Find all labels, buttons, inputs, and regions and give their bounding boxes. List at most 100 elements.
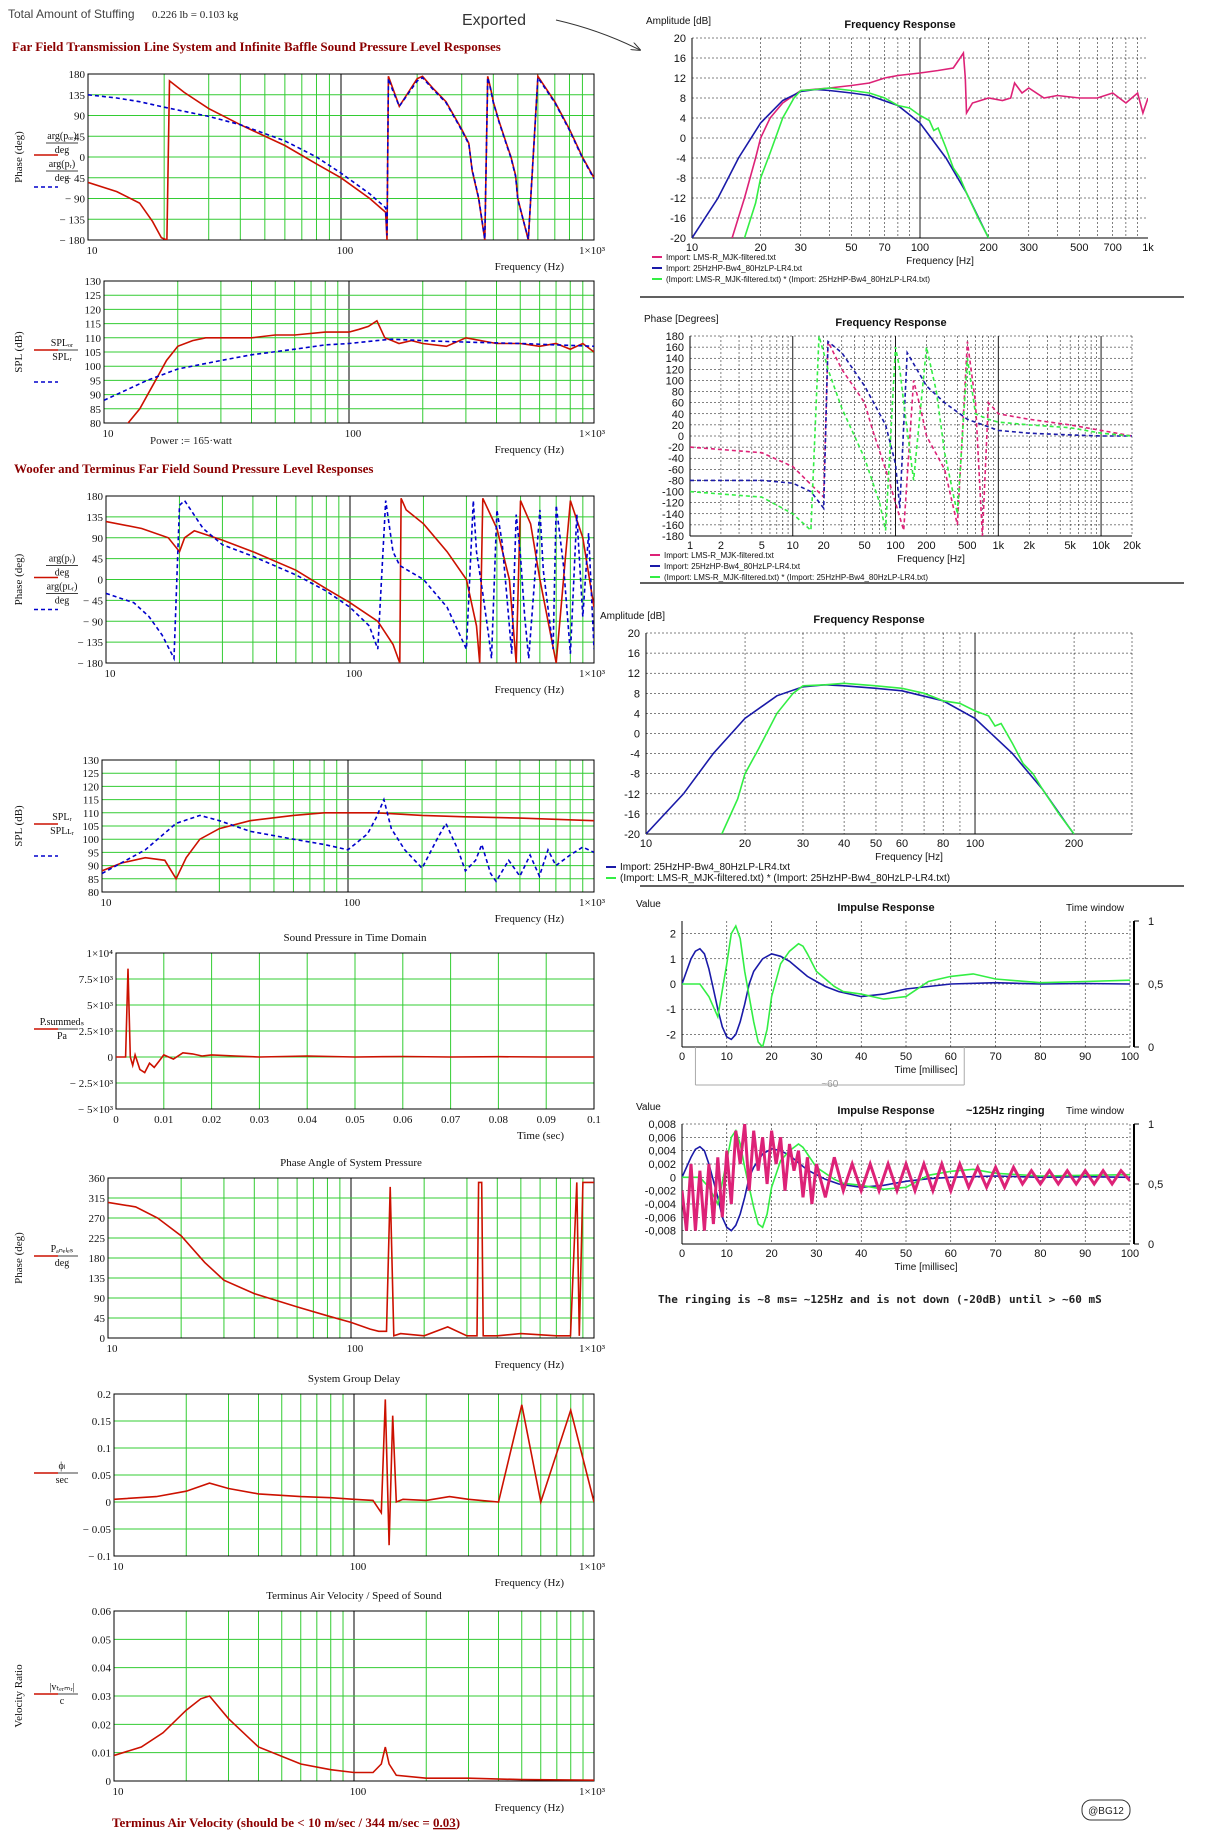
- y2-axis-label: Time window: [1066, 903, 1125, 914]
- legend-entry: (Import: LMS-R_MJK-filtered.txt) * (Impo…: [620, 873, 950, 884]
- chart-L4-series-0: [102, 811, 594, 881]
- x-tick-label: 80: [937, 838, 949, 850]
- y-tick-label: 20: [674, 33, 686, 45]
- chart-L1: − 180 − 135 − 90 − 45 0 45 90 135 180 10 100 1×10³ F…: [13, 69, 606, 273]
- plot-frame: [87, 73, 595, 241]
- plot-frame: [107, 1177, 595, 1339]
- x-tick-label: 10: [101, 897, 113, 909]
- x-tick-label: 1×10³: [579, 1343, 606, 1355]
- chart-L6: 0 45 90 135 180 225 270 315 360 10 100 1×10³ Frequen…: [13, 1157, 606, 1371]
- chart-R5-series-0: [682, 1145, 1130, 1232]
- y-tick-label: -120: [662, 498, 684, 510]
- y-tick-label: -180: [662, 531, 684, 543]
- y-tick-label: 80: [88, 887, 100, 899]
- y-tick-label: 0.15: [92, 1416, 112, 1428]
- y-tick-label: -60: [668, 464, 684, 476]
- y-tick-label: 105: [83, 821, 100, 833]
- plot-frame: [115, 952, 595, 1110]
- chart-L4-series-1: [102, 797, 594, 883]
- x-tick-label: 1×10³: [579, 245, 606, 257]
- y-tick-label: -20: [668, 442, 684, 454]
- chart-L2: 80 85 90 95 100 105 110 115 120 125 130 10 100 1×10³ F…: [13, 276, 606, 456]
- y-tick-label: 0.02: [92, 1719, 111, 1731]
- plot-frame: [113, 1393, 595, 1557]
- x-tick-label: 20: [765, 1051, 777, 1063]
- y-tick-label: 0: [106, 1497, 112, 1509]
- x-tick-label: 0.02: [202, 1114, 221, 1126]
- y-tick-label: 0.03: [92, 1691, 112, 1703]
- y2-tick-label: 1: [1148, 916, 1154, 928]
- x-tick-label: 30: [795, 242, 807, 254]
- x-tick-label: 40: [855, 1248, 867, 1260]
- x-tick-label: 10: [105, 668, 117, 680]
- x-tick-label: 500: [1070, 242, 1088, 254]
- chart-title: Sound Pressure in Time Domain: [283, 932, 427, 944]
- y-tick-label: 110: [83, 808, 100, 820]
- stuffing-value: 0.226 lb = 0.103 kg: [152, 9, 239, 21]
- x-tick-label: 2k: [1023, 540, 1035, 552]
- x-tick-label: 200: [917, 540, 935, 552]
- x-tick-label: 10: [87, 245, 99, 257]
- chart-R3: -20 -16 -12 -8 -4 0 4 8 12 16 20 10 20 30 40 50 60 80 100 2…: [600, 611, 1133, 884]
- y-tick-label: 40: [672, 409, 684, 421]
- chart-L1-series-1: [88, 75, 594, 240]
- y-tick-label: -100: [662, 487, 684, 499]
- y-tick-label: − 90: [65, 194, 85, 206]
- x-tick-label: 30: [797, 838, 809, 850]
- stuffing-label: Total Amount of Stuffing: [8, 7, 135, 21]
- x-tick-label: 10: [787, 540, 799, 552]
- y-tick-label: − 2.5×10³: [70, 1078, 114, 1090]
- chart-L3-series-1: [106, 499, 594, 662]
- y-tick-label: -140: [662, 509, 684, 521]
- x-axis-label: Frequency (Hz): [495, 1577, 565, 1589]
- badge-frame: [1081, 1799, 1131, 1821]
- y-tick-label: 1×10⁴: [86, 948, 113, 960]
- y-tick-label: 125: [83, 768, 100, 780]
- y-tick-label: − 0.05: [83, 1524, 112, 1536]
- x-tick-label: 60: [896, 838, 908, 850]
- chart-L5: − 5×10³ − 2.5×10³ 0 2.5×10³ 5×10³ 7.5×10³ 1×10…: [34, 932, 601, 1142]
- x-axis-label: Frequency [Hz]: [875, 852, 943, 863]
- y-axis-label: Phase (deg): [13, 131, 25, 183]
- x-tick-label: 5k: [1064, 540, 1076, 552]
- y-tick-label: 315: [89, 1193, 106, 1205]
- y-tick-label: 12: [628, 668, 640, 680]
- y-tick-label: -2: [666, 1029, 676, 1041]
- x-tick-label: 100: [350, 1786, 367, 1798]
- x-tick-label: 70: [989, 1051, 1001, 1063]
- terminus-note-suffix: ): [456, 1815, 460, 1830]
- y2-axis-label: Time window: [1066, 1106, 1125, 1117]
- y-tick-label: 12: [674, 73, 686, 85]
- x-axis-label: Frequency (Hz): [495, 1359, 565, 1371]
- x-tick-label: 70: [989, 1248, 1001, 1260]
- ringing-caption: The ringing is ~8 ms= ~125Hz and is not …: [658, 1293, 1102, 1306]
- y-tick-label: 360: [89, 1173, 106, 1185]
- chart-L8-series-0: [114, 1695, 594, 1781]
- y-tick-label: 135: [89, 1273, 106, 1285]
- y-tick-label: -0,002: [645, 1186, 676, 1198]
- x-tick-label: 700: [1104, 242, 1122, 254]
- y-tick-label: 0,004: [648, 1146, 676, 1158]
- x-tick-label: 100: [966, 838, 984, 850]
- y-tick-label: 80: [90, 418, 102, 430]
- legend-entry: (Import: LMS-R_MJK-filtered.txt) * (Impo…: [666, 275, 930, 284]
- x-axis-label: Frequency (Hz): [495, 261, 565, 273]
- x-tick-label: 30: [810, 1248, 822, 1260]
- y-tick-label: 16: [674, 53, 686, 65]
- x-tick-label: 90: [1079, 1051, 1091, 1063]
- y-tick-label: 90: [88, 861, 100, 873]
- y-axis-label: Velocity Ratio: [13, 1664, 25, 1728]
- y-tick-label: 95: [88, 847, 100, 859]
- x-tick-label: 50: [900, 1051, 912, 1063]
- legend-entry: (Import: LMS-R_MJK-filtered.txt) * (Impo…: [664, 573, 928, 582]
- y-tick-label: 0.06: [92, 1606, 112, 1618]
- x-tick-label: 1×10³: [579, 897, 606, 909]
- chart-R2-series-1: [690, 339, 1132, 511]
- chart-R2: -180-160-140-120-100-80-60-40-2002040608…: [644, 314, 1141, 582]
- x-axis-label: Frequency [Hz]: [897, 554, 965, 565]
- chart-title: Impulse Response: [837, 1105, 934, 1117]
- y-tick-label: -4: [676, 153, 686, 165]
- chart-title: Terminus Air Velocity / Speed of Sound: [266, 1590, 442, 1602]
